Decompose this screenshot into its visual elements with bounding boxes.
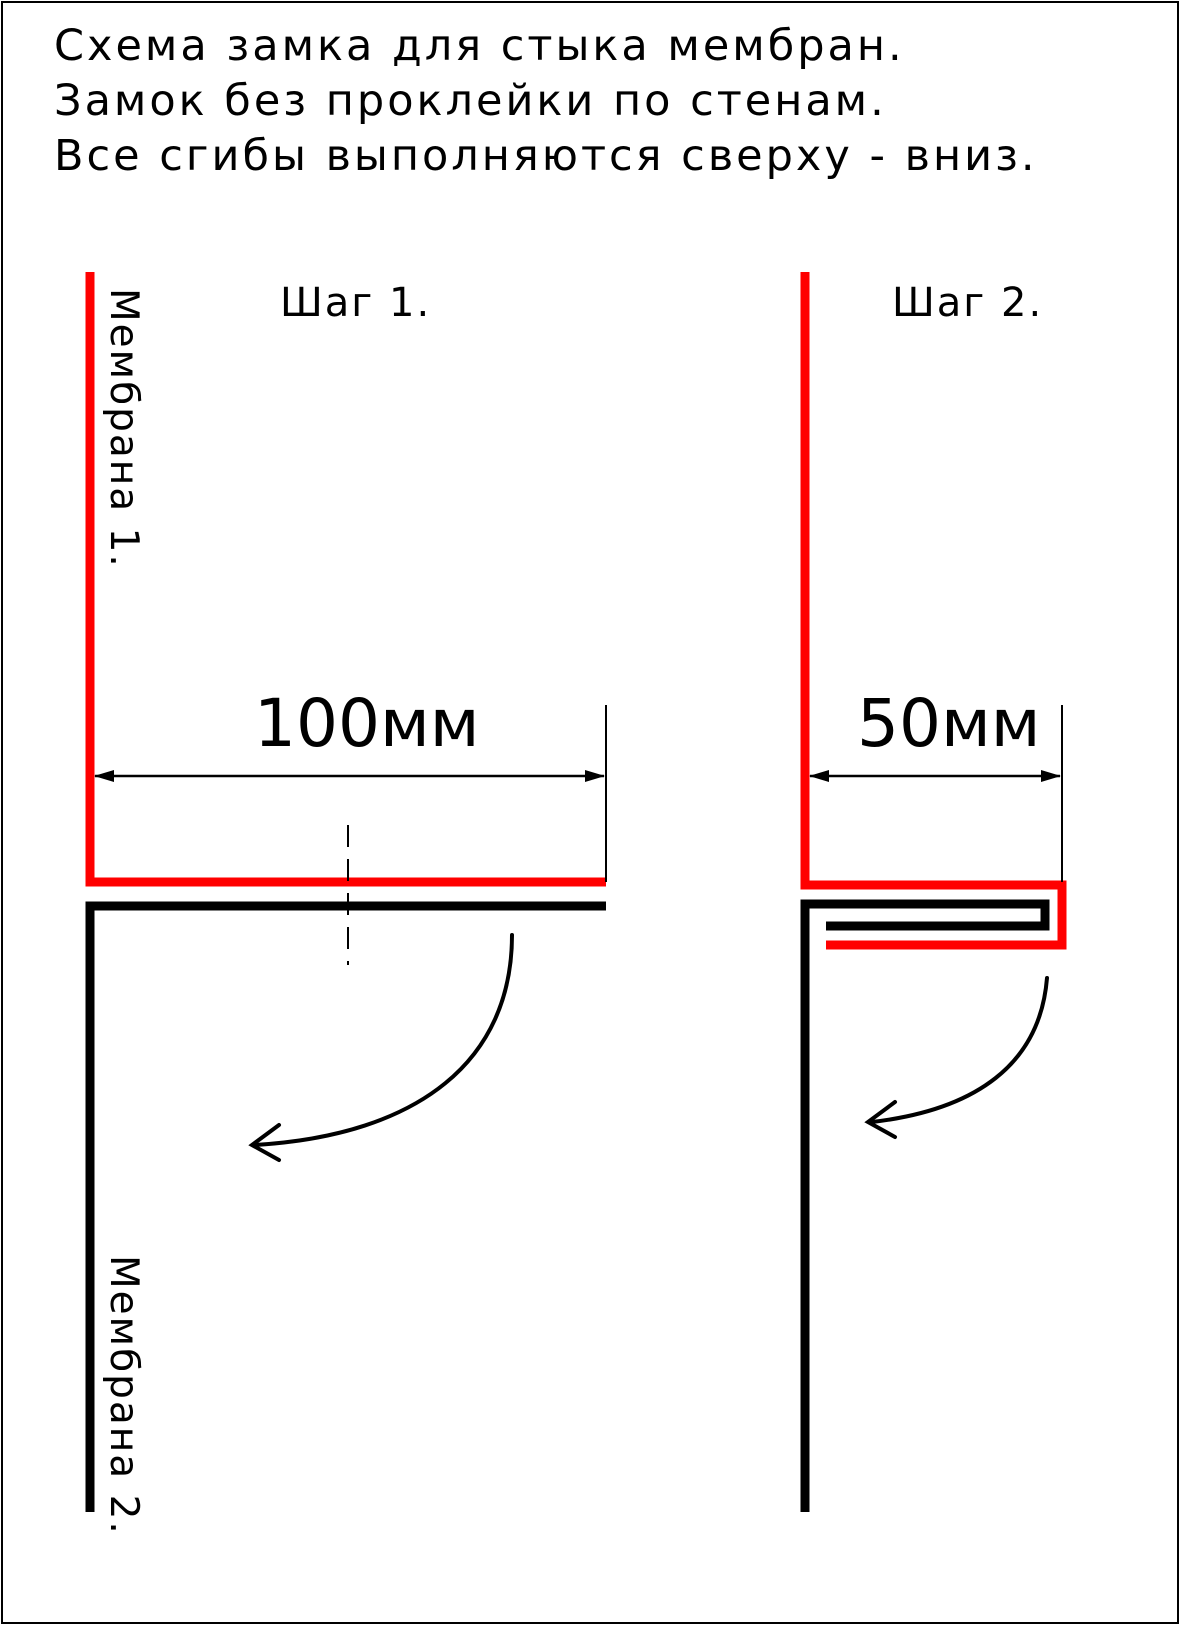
fold-arrow-step-2: [870, 976, 1049, 1124]
membrane-2-step-2: [800, 899, 1050, 1512]
membrane-2-step-1: [85, 901, 606, 1512]
membrane-2-label: Мембрана 2.: [101, 1255, 146, 1536]
title-line-1: Схема замка для стыка мембран.: [54, 21, 905, 71]
membrane-1-step-2: [800, 272, 1067, 950]
step-1-dimension-label: 100мм: [254, 685, 480, 762]
fold-arrow-step-1-head: [248, 1123, 281, 1162]
step-2-drawing: Шаг 2. 50мм: [800, 272, 1067, 1512]
title-line-3: Все сгибы выполняются сверху - вниз.: [54, 131, 1038, 181]
membrane-1-label: Мембрана 1.: [101, 288, 146, 569]
step-2-dimension-label: 50мм: [857, 685, 1041, 762]
step-2-label: Шаг 2.: [892, 280, 1043, 326]
fold-arrow-step-2-head: [864, 1100, 897, 1139]
step-1-label: Шаг 1.: [280, 280, 431, 326]
fold-arrow-step-1: [253, 933, 514, 1147]
step-1-drawing: Шаг 1. Мембрана 1. Мембрана 2. 100мм: [85, 272, 607, 1536]
title-block: Схема замка для стыка мембран. Замок без…: [54, 21, 1038, 181]
title-line-2: Замок без проклейки по стенам.: [54, 76, 887, 126]
membrane-1-step-1: [85, 272, 606, 887]
